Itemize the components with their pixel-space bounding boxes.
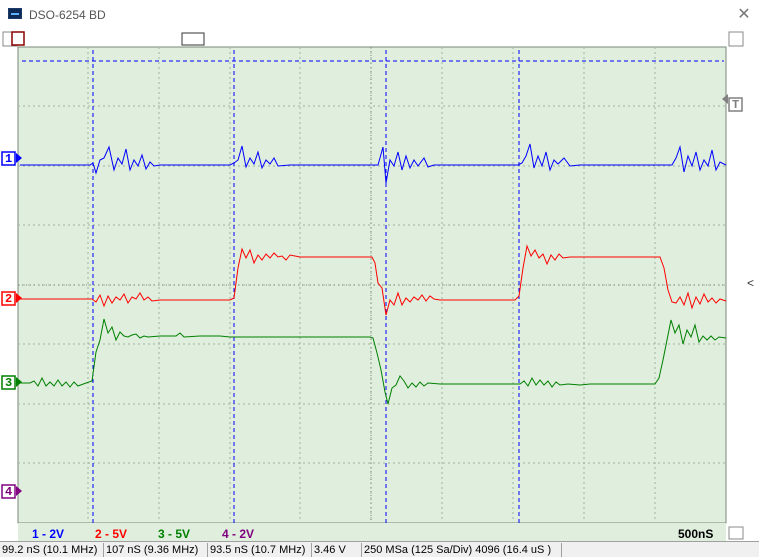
ch2-level-arrow	[16, 293, 22, 303]
timebase-label: 500nS	[678, 527, 714, 541]
ch2-marker-label[interactable]: 2	[5, 292, 13, 306]
ch1-waveform	[20, 143, 727, 184]
ch4-marker-label[interactable]: 4	[5, 485, 13, 499]
side-panel-arrow-icon[interactable]: <	[747, 276, 755, 290]
status-cell-1: 99.2 nS (10.1 MHz)	[0, 543, 104, 557]
ch4-level-arrow	[16, 486, 22, 496]
app-icon	[8, 8, 22, 19]
ch2-scale-label: 2 - 5V	[95, 527, 128, 541]
ch4-marker-box	[1, 484, 16, 499]
ch1-marker-label[interactable]: 1	[5, 152, 13, 166]
top-right-marker	[728, 31, 744, 47]
cursor-lines	[22, 50, 724, 523]
center-axis-ticks	[18, 47, 726, 523]
scale-footer	[18, 523, 726, 541]
ch2-marker-box	[1, 291, 16, 306]
status-cell-5: 250 MSa (125 Sa/Div) 4096 (16.4 uS )	[362, 543, 562, 557]
channel-markers	[1, 151, 22, 499]
trigger-level-arrow	[722, 94, 728, 104]
title-bar: DSO-6254 BD ✕	[0, 0, 759, 30]
trigger-marker-label[interactable]: T	[732, 98, 740, 112]
scope-display[interactable]: 1 2 3 4 T 1 - 2V 2 - 5V 3 - 5V 4 - 2V 50…	[0, 30, 759, 542]
ch2-waveform	[20, 244, 727, 316]
status-cell-2: 107 nS (9.36 MHz)	[104, 543, 208, 557]
footer-right-marker	[728, 526, 744, 540]
ch1-level-arrow	[16, 153, 22, 163]
ch1-marker-box	[1, 151, 16, 166]
horizontal-position-marker	[181, 32, 205, 46]
ch3-waveform	[20, 318, 727, 405]
waveform-canvas[interactable]	[0, 30, 759, 542]
trigger-marker-box	[728, 97, 743, 112]
trigger-position-marker	[11, 31, 25, 46]
ch3-marker-label[interactable]: 3	[5, 376, 13, 390]
status-cell-4: 3.46 V	[312, 543, 362, 557]
status-bar: 99.2 nS (10.1 MHz) 107 nS (9.36 MHz) 93.…	[0, 541, 759, 557]
close-button[interactable]: ✕	[737, 6, 751, 23]
window-title: DSO-6254 BD	[29, 8, 106, 22]
status-cell-3: 93.5 nS (10.7 MHz)	[208, 543, 312, 557]
ch3-scale-label: 3 - 5V	[158, 527, 191, 541]
ch3-level-arrow	[16, 377, 22, 387]
ch1-scale-label: 1 - 2V	[32, 527, 65, 541]
ch4-scale-label: 4 - 2V	[222, 527, 255, 541]
ch3-marker-box	[1, 375, 16, 390]
